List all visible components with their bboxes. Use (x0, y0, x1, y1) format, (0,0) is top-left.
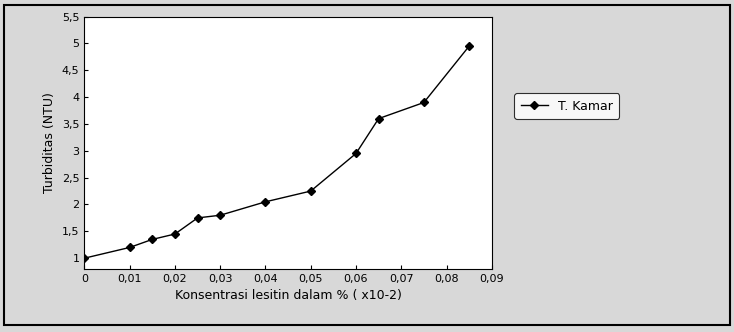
Line: T. Kamar: T. Kamar (81, 43, 472, 261)
T. Kamar (193, 216, 202, 220)
T. Kamar (216, 213, 225, 217)
T. Kamar (126, 245, 134, 249)
T. Kamar (80, 256, 89, 260)
Y-axis label: Turbiditas (NTU): Turbiditas (NTU) (43, 92, 57, 193)
T. Kamar (148, 237, 157, 241)
T. Kamar (170, 232, 179, 236)
T. Kamar (306, 189, 315, 193)
T. Kamar (261, 200, 270, 204)
T. Kamar (352, 151, 360, 155)
T. Kamar (420, 101, 429, 105)
T. Kamar (465, 44, 473, 48)
Legend: T. Kamar: T. Kamar (515, 94, 619, 119)
X-axis label: Konsentrasi lesitin dalam % ( x10-2): Konsentrasi lesitin dalam % ( x10-2) (175, 289, 401, 302)
T. Kamar (374, 117, 383, 121)
